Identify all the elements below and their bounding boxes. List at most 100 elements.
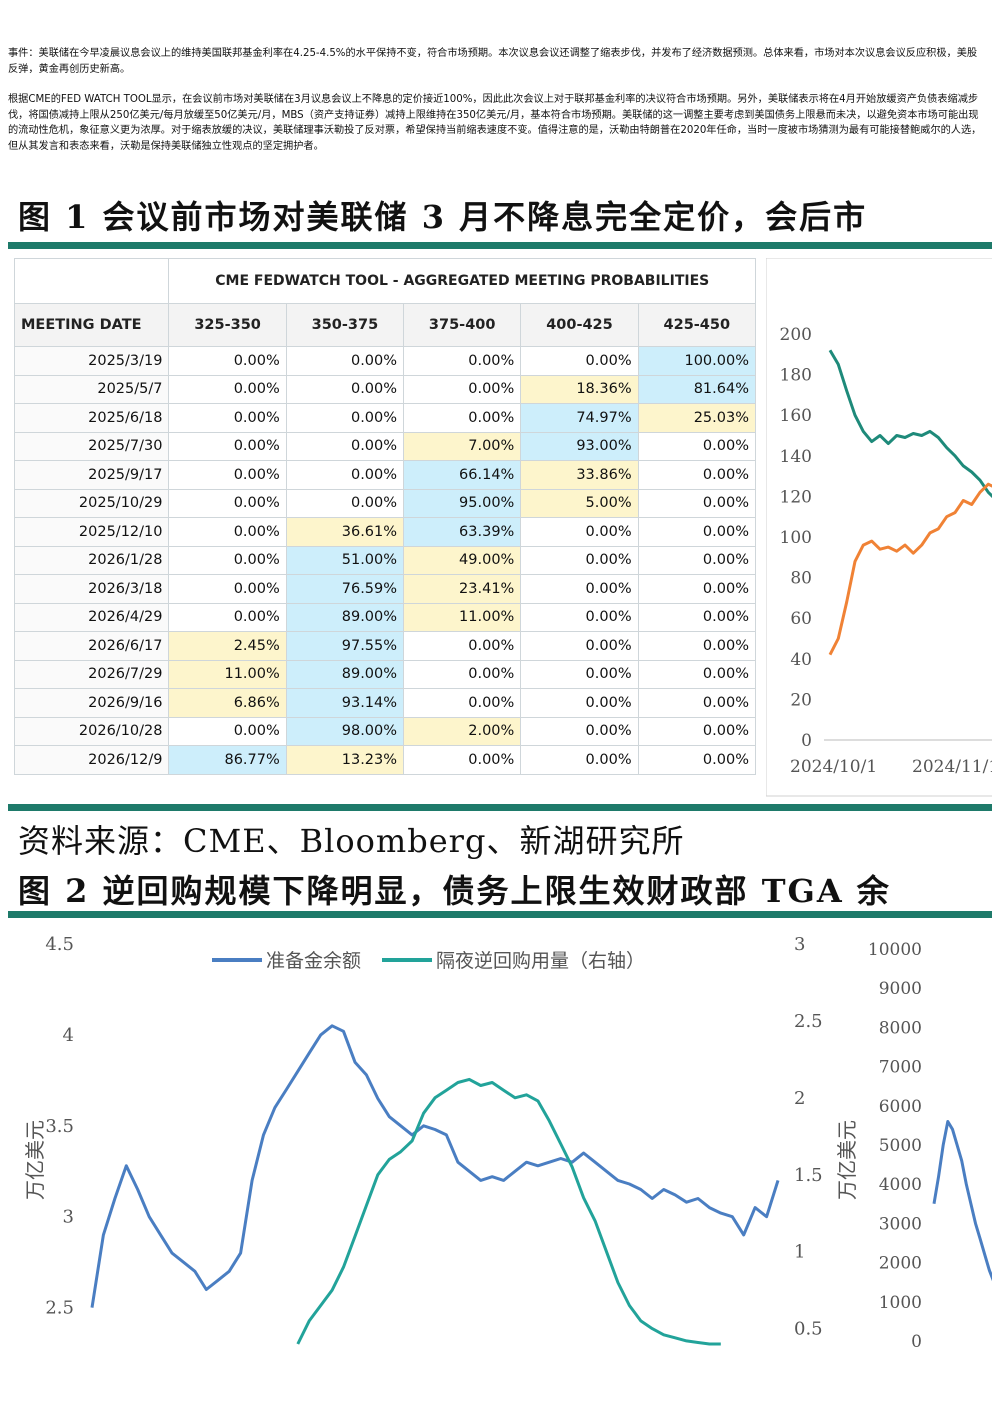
probability-cell: 2.45% xyxy=(168,631,287,661)
probability-cell: 0.00% xyxy=(168,460,287,490)
chart-2-right-y-tick-label: 2 xyxy=(794,1088,805,1109)
chart-2-right-y-tick-label: 1 xyxy=(794,1242,805,1263)
figure-1-title: 图 1 会议前市场对美联储 3 月不降息完全定价，会后市 xyxy=(18,198,868,236)
probability-cell: 0.00% xyxy=(520,574,639,604)
meeting-date-cell: 2025/9/17 xyxy=(13,460,170,490)
chart-1-y-tick-label: 160 xyxy=(780,406,812,426)
chart-1-y-tick-label: 200 xyxy=(780,325,812,345)
chart-2b-y-tick-label: 5000 xyxy=(879,1136,922,1156)
meeting-date-cell: 2026/10/28 xyxy=(13,716,170,746)
probability-cell: 0.00% xyxy=(637,688,757,718)
figure-2-top-rule xyxy=(8,911,992,918)
chart-1-y-tick-label: 0 xyxy=(801,731,812,751)
chart-1-panel: 0 20 40 60 80 100 120 140 160 180 200 2024/10/1 2024… xyxy=(765,257,992,798)
chart-2-left-y-tick-label: 4 xyxy=(63,1025,74,1046)
fedwatch-table-panel: CME FEDWATCH TOOL - AGGREGATED MEETING P… xyxy=(13,258,758,786)
chart-2-reserves-line xyxy=(90,1024,780,1308)
chart-2b-y-tick-label: 7000 xyxy=(879,1058,922,1078)
probability-cell: 51.00% xyxy=(285,545,405,575)
probability-cell: 0.00% xyxy=(637,745,757,775)
probability-cell: 0.00% xyxy=(520,631,639,661)
chart-2-left-y-tick-label: 4.5 xyxy=(45,934,74,955)
probability-cell: 0.00% xyxy=(520,716,639,746)
meeting-date-cell: 2025/7/30 xyxy=(13,431,170,461)
probability-cell: 11.00% xyxy=(403,602,522,632)
chart-2b-y-tick-label: 2000 xyxy=(879,1254,922,1274)
chart-2-right-y-tick-label: 2.5 xyxy=(794,1011,823,1032)
probability-cell: 0.00% xyxy=(637,574,757,604)
table-row: 2026/3/18 0.00% 76.59% 23.41% 0.00% 0.00% xyxy=(13,574,757,604)
probability-cell: 0.00% xyxy=(403,659,522,689)
probability-cell: 5.00% xyxy=(520,488,639,518)
meeting-date-cell: 2025/3/19 xyxy=(13,346,170,376)
probability-cell: 6.86% xyxy=(168,688,287,718)
chart-1-y-tick-label: 20 xyxy=(790,690,812,710)
table-row: 2025/9/17 0.00% 0.00% 66.14% 33.86% 0.00% xyxy=(13,460,757,490)
probability-cell: 89.00% xyxy=(285,659,405,689)
chart-2-left-y-tick-label: 2.5 xyxy=(45,1298,74,1319)
probability-cell: 93.00% xyxy=(520,431,639,461)
meeting-date-cell: 2026/3/18 xyxy=(13,574,170,604)
probability-cell: 81.64% xyxy=(637,374,757,404)
probability-cell: 0.00% xyxy=(637,488,757,518)
chart-2-right-y-tick-label: 3 xyxy=(794,934,805,955)
chart-2-right-y-tick-label: 0.5 xyxy=(794,1319,823,1340)
probability-cell: 0.00% xyxy=(168,374,287,404)
chart-2-left-y-tick-label: 3.5 xyxy=(45,1116,74,1137)
probability-cell: 18.36% xyxy=(520,374,639,404)
chart-2b-y-tick-label: 1000 xyxy=(879,1293,922,1313)
fedwatch-table-title: CME FEDWATCH TOOL - AGGREGATED MEETING P… xyxy=(168,258,756,304)
meeting-date-cell: 2025/5/7 xyxy=(13,374,170,404)
probability-cell: 0.00% xyxy=(168,431,287,461)
probability-cell: 0.00% xyxy=(285,346,405,376)
chart-2-left-y-label: 万亿美元 xyxy=(23,1120,47,1200)
table-row: 2025/3/19 0.00% 0.00% 0.00% 0.00% 100.00% xyxy=(13,346,757,376)
analysis-paragraph: 根据CME的FED WATCH TOOL显示，在会议前市场对美联储在3月议息会议… xyxy=(8,94,982,152)
probability-cell: 74.97% xyxy=(520,403,639,433)
probability-cell: 0.00% xyxy=(637,545,757,575)
probability-cell: 0.00% xyxy=(520,517,639,547)
rate-column-header: 400-425 xyxy=(520,303,639,347)
table-row: 2026/12/9 86.77% 13.23% 0.00% 0.00% 0.00% xyxy=(13,745,757,775)
probability-cell: 0.00% xyxy=(168,574,287,604)
figure-1-top-rule xyxy=(8,242,992,249)
meeting-date-cell: 2026/9/16 xyxy=(13,688,170,718)
probability-cell: 93.14% xyxy=(285,688,405,718)
probability-cell: 36.61% xyxy=(285,517,405,547)
table-row: 2025/5/7 0.00% 0.00% 0.00% 18.36% 81.64% xyxy=(13,374,757,404)
chart-2-legend-label-rrp: 隔夜逆回购用量（右轴） xyxy=(436,950,645,972)
chart-2b-y-tick-label: 0 xyxy=(911,1332,922,1352)
chart-2b-y-tick-label: 9000 xyxy=(879,979,922,999)
chart-2-legend-label-reserves: 准备金余额 xyxy=(266,950,361,972)
chart-2b-y-tick-label: 8000 xyxy=(879,1018,922,1038)
probability-cell: 0.00% xyxy=(168,602,287,632)
chart-1-series-line xyxy=(828,349,992,499)
probability-cell: 86.77% xyxy=(168,745,287,775)
probability-cell: 98.00% xyxy=(285,716,405,746)
probability-cell: 0.00% xyxy=(285,403,405,433)
chart-2b-y-tick-label: 6000 xyxy=(879,1097,922,1117)
probability-cell: 0.00% xyxy=(637,631,757,661)
probability-cell: 0.00% xyxy=(520,545,639,575)
chart-1-svg: 0 20 40 60 80 100 120 140 160 180 200 2024/10/1 2024… xyxy=(765,257,992,797)
chart-2-panel: 2.5 3 3.5 4 4.5 0.5 1 1.5 2 2.5 3 万亿美元 准备金余额 隔夜逆回购用量（… xyxy=(8,924,992,1364)
probability-cell: 0.00% xyxy=(168,716,287,746)
meeting-date-header: MEETING DATE xyxy=(13,303,170,347)
probability-cell: 2.00% xyxy=(403,716,522,746)
table-corner xyxy=(13,258,170,304)
meeting-date-cell: 2026/7/29 xyxy=(13,659,170,689)
chart-2b-y-tick-label: 4000 xyxy=(879,1175,922,1195)
meeting-date-cell: 2026/1/28 xyxy=(13,545,170,575)
table-row: 2026/9/16 6.86% 93.14% 0.00% 0.00% 0.00% xyxy=(13,688,757,718)
event-paragraph: 事件：美联储在今早凌晨议息会议上的维持美国联邦基金利率在4.25-4.5%的水平… xyxy=(8,48,978,75)
chart-1-y-tick-label: 60 xyxy=(790,609,812,629)
probability-cell: 25.03% xyxy=(637,403,757,433)
meeting-date-cell: 2025/10/29 xyxy=(13,488,170,518)
probability-cell: 0.00% xyxy=(168,346,287,376)
table-row: 2026/10/28 0.00% 98.00% 2.00% 0.00% 0.00% xyxy=(13,716,757,746)
probability-cell: 63.39% xyxy=(403,517,522,547)
table-row: 2025/10/29 0.00% 0.00% 95.00% 5.00% 0.00% xyxy=(13,488,757,518)
rate-column-header: 375-400 xyxy=(403,303,522,347)
meeting-date-cell: 2026/4/29 xyxy=(13,602,170,632)
chart-1-y-tick-label: 40 xyxy=(790,650,812,670)
